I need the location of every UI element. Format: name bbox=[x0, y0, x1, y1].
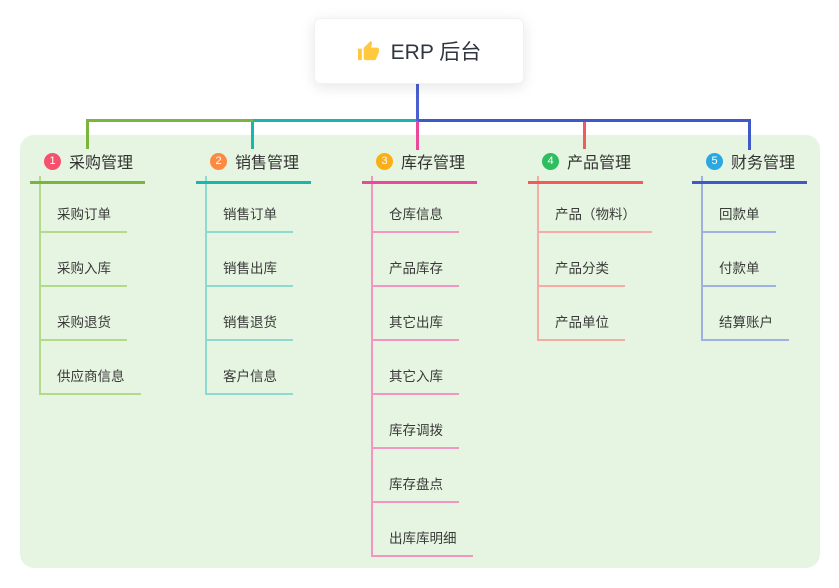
branch-child-connector bbox=[537, 176, 539, 339]
mindmap-node[interactable]: 回款单 bbox=[701, 206, 776, 233]
mindmap-node[interactable]: 采购入库 bbox=[39, 260, 127, 287]
mindmap-node[interactable]: 供应商信息 bbox=[39, 368, 141, 395]
mindmap-node[interactable]: 其它入库 bbox=[371, 368, 459, 395]
mindmap-node[interactable]: 库存调拨 bbox=[371, 422, 459, 449]
branch-label: 销售管理 bbox=[235, 155, 300, 172]
mindmap-node[interactable]: 仓库信息 bbox=[371, 206, 459, 233]
branch-child-connector bbox=[39, 176, 41, 393]
mindmap-node[interactable]: 采购退货 bbox=[39, 314, 127, 341]
branch-number-badge: 1 bbox=[44, 152, 61, 170]
drop-line-sales bbox=[251, 119, 254, 149]
branch-number-badge: 4 bbox=[542, 152, 559, 170]
mindmap-node[interactable]: 采购订单 bbox=[39, 206, 127, 233]
root-node-label: ERP 后台 bbox=[390, 41, 482, 64]
branch-child-connector bbox=[701, 176, 703, 339]
branch-number-badge: 2 bbox=[210, 152, 227, 170]
mindmap-node[interactable]: 其它出库 bbox=[371, 314, 459, 341]
branch-label: 产品管理 bbox=[567, 155, 632, 172]
mindmap-node[interactable]: 付款单 bbox=[701, 260, 776, 287]
branch-number-badge: 5 bbox=[706, 152, 723, 170]
mindmap-node[interactable]: 客户信息 bbox=[205, 368, 293, 395]
branch-child-connector bbox=[205, 176, 207, 393]
drop-line-purchase bbox=[86, 119, 89, 149]
drop-line-product bbox=[583, 119, 586, 149]
mindmap-node[interactable]: 库存盘点 bbox=[371, 476, 459, 503]
mindmap-node[interactable]: 销售订单 bbox=[205, 206, 293, 233]
mindmap-node[interactable]: 销售出库 bbox=[205, 260, 293, 287]
mindmap-node[interactable]: 产品库存 bbox=[371, 260, 459, 287]
drop-line-finance bbox=[748, 119, 751, 150]
drop-line-inventory bbox=[416, 119, 419, 150]
mindmap-node[interactable]: 产品单位 bbox=[537, 314, 625, 341]
mindmap-node[interactable]: 销售退货 bbox=[205, 314, 293, 341]
connector-segment-purchase bbox=[86, 119, 253, 122]
branch-header-product[interactable]: 4 产品管理 bbox=[528, 149, 644, 184]
branches-panel bbox=[20, 135, 820, 568]
root-node[interactable]: ERP 后台 bbox=[314, 18, 524, 84]
branch-label: 采购管理 bbox=[69, 155, 134, 172]
thumbs-up-icon bbox=[357, 40, 379, 60]
branch-child-connector bbox=[371, 176, 373, 557]
branch-header-inventory[interactable]: 3 库存管理 bbox=[362, 149, 478, 184]
mindmap-node[interactable]: 出库库明细 bbox=[371, 530, 473, 557]
mindmap-node[interactable]: 产品（物料） bbox=[537, 206, 652, 233]
connector-segment-finance bbox=[418, 119, 751, 122]
branch-header-finance[interactable]: 5 财务管理 bbox=[692, 149, 808, 184]
root-connector-line bbox=[416, 84, 419, 121]
mindmap-node[interactable]: 产品分类 bbox=[537, 260, 625, 287]
mindmap-node[interactable]: 结算账户 bbox=[701, 314, 789, 341]
branch-label: 财务管理 bbox=[731, 155, 796, 172]
branch-header-purchase[interactable]: 1 采购管理 bbox=[30, 149, 146, 184]
branch-number-badge: 3 bbox=[376, 152, 393, 170]
connector-segment-sales bbox=[253, 119, 418, 122]
branch-header-sales[interactable]: 2 销售管理 bbox=[196, 149, 312, 184]
branch-label: 库存管理 bbox=[401, 155, 466, 172]
